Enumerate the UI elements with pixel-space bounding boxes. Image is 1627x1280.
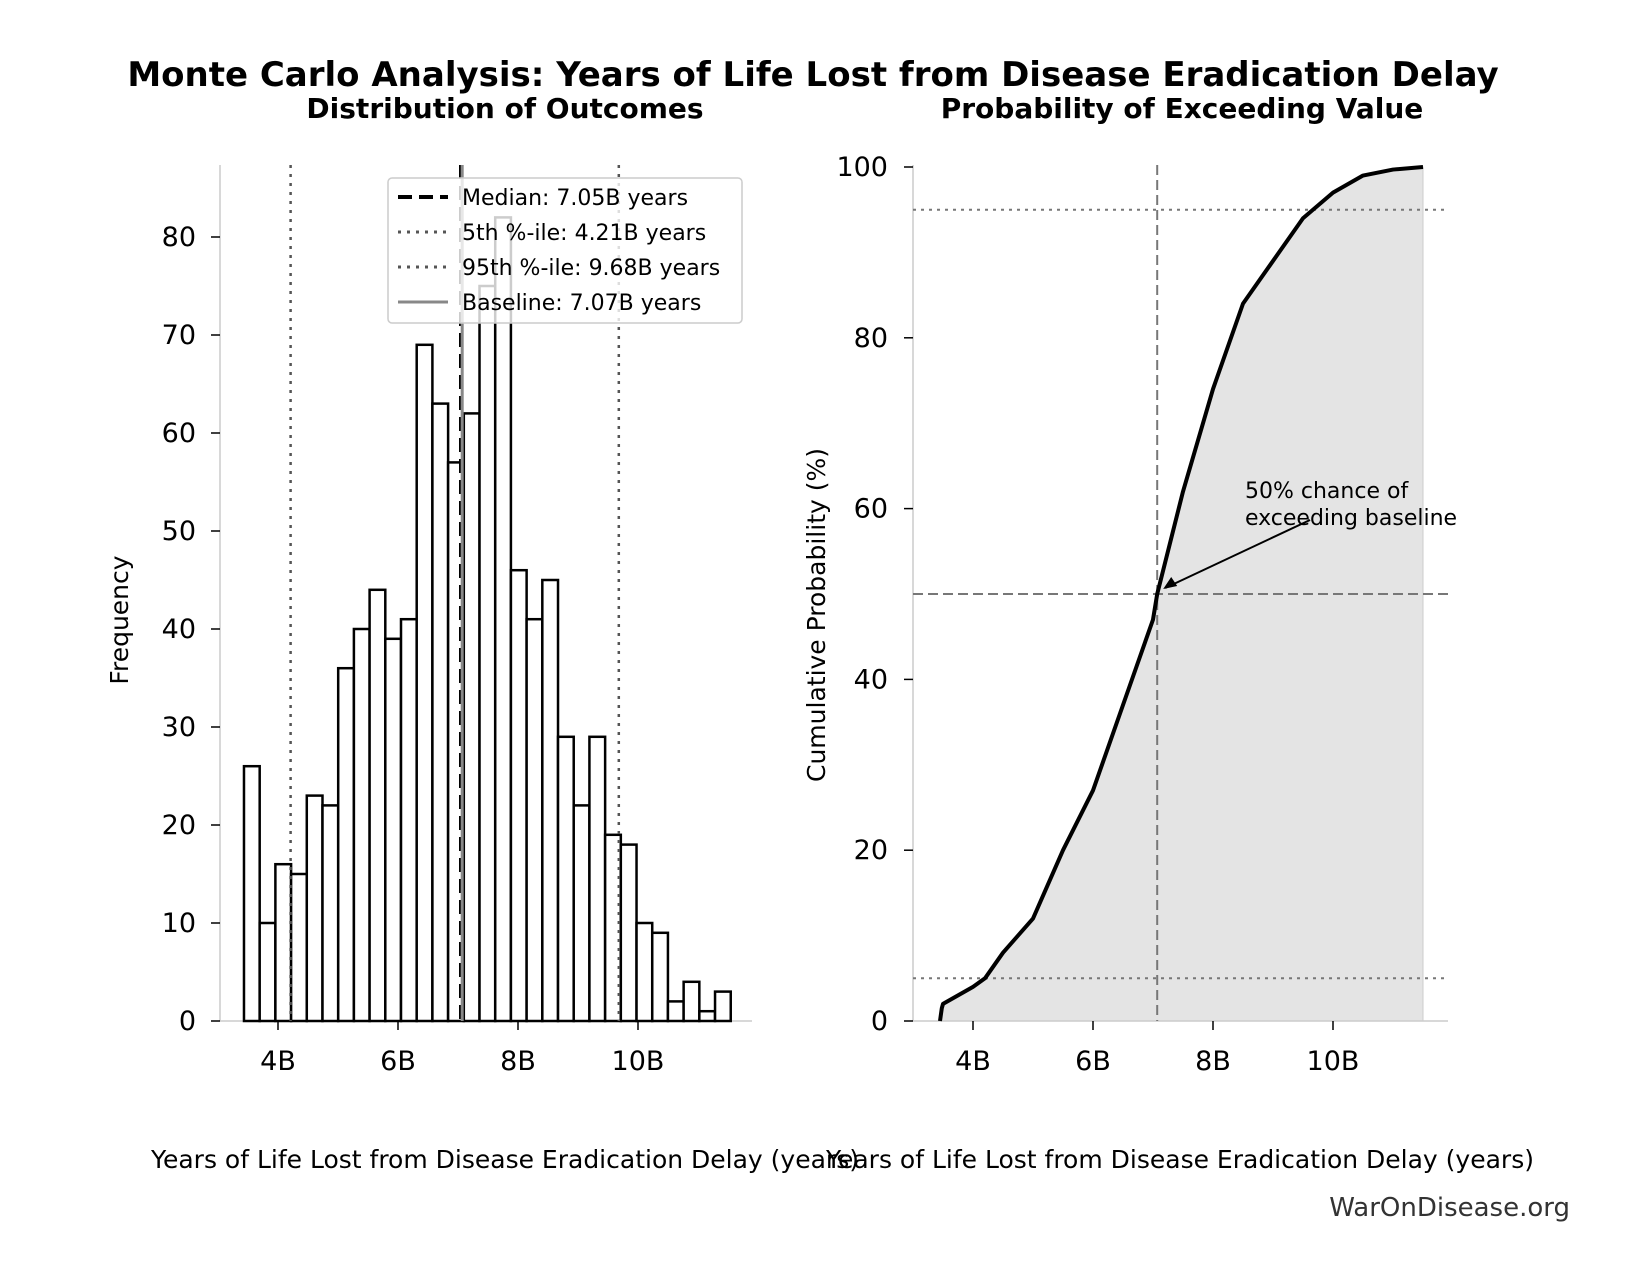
right-xlabel: Years of Life Lost from Disease Eradicat… <box>825 1145 1534 1174</box>
histogram-bar <box>305 794 324 1023</box>
histogram-bar <box>572 804 591 1023</box>
legend-box <box>387 177 743 324</box>
histogram-bar <box>588 735 607 1023</box>
histogram-bar <box>493 216 513 1023</box>
annotation-text: exceeding baseline <box>1245 506 1457 531</box>
histogram-bar <box>698 1009 717 1023</box>
histogram-bar <box>352 627 371 1023</box>
histogram-bar <box>242 764 261 1023</box>
histogram-bar <box>321 804 340 1023</box>
y-tick-label: 70 <box>162 320 196 351</box>
histogram-bar <box>541 578 560 1023</box>
y-tick-label: 50 <box>162 516 196 547</box>
legend-label: 95th %-ile: 9.68B years <box>462 256 720 281</box>
x-tick-label: 10B <box>1307 1046 1360 1077</box>
x-tick-label: 8B <box>1195 1046 1231 1077</box>
y-tick-label: 60 <box>854 494 888 525</box>
x-tick-label: 8B <box>500 1046 536 1077</box>
annotation-arrow <box>1164 519 1311 589</box>
y-tick-label: 40 <box>854 664 888 695</box>
left-title: Distribution of Outcomes <box>306 92 703 125</box>
right-ylabel: Cumulative Probability (%) <box>802 448 831 782</box>
right-title: Probability of Exceeding Value <box>941 92 1424 125</box>
histogram-bar <box>368 588 387 1023</box>
x-tick-label: 10B <box>612 1046 665 1077</box>
histogram-bar <box>635 921 654 1023</box>
x-tick-label: 4B <box>260 1046 296 1077</box>
histogram-bar <box>431 402 450 1023</box>
histogram-plot: 0 10 20 30 40 50 60 70 80 4B 6B 8B 10B Median: 7.05B … <box>162 165 752 1077</box>
x-tick-label: 6B <box>1075 1046 1111 1077</box>
histogram-bar <box>399 617 418 1023</box>
y-tick-label: 10 <box>162 908 196 939</box>
left-xlabel: Years of Life Lost from Disease Eradicat… <box>150 1145 859 1174</box>
histogram-bar <box>666 1000 685 1023</box>
annotation-arrowhead <box>1163 577 1178 589</box>
histogram-bar <box>258 921 277 1023</box>
y-tick-label: 0 <box>871 1006 888 1037</box>
cdf-line <box>938 165 1424 1022</box>
y-tick-label: 80 <box>162 222 196 253</box>
legend-label: 5th %-ile: 4.21B years <box>462 221 706 246</box>
left-ylabel: Frequency <box>105 555 134 684</box>
legend: Median: 7.05B years 5th %-ile: 4.21B year… <box>387 177 743 324</box>
y-tick-label: 40 <box>162 614 196 645</box>
y-tick-label: 20 <box>854 835 888 866</box>
annotation-text: 50% chance of <box>1245 479 1409 504</box>
histogram-bar <box>384 637 403 1023</box>
histogram-bar <box>525 617 544 1023</box>
y-tick-label: 30 <box>162 712 196 743</box>
legend-label: Baseline: 7.07B years <box>462 291 701 316</box>
y-tick-label: 80 <box>854 323 888 354</box>
y-tick-label: 20 <box>162 810 196 841</box>
histogram-bar <box>336 666 356 1023</box>
histogram-bar <box>415 343 434 1023</box>
legend-label: Median: 7.05B years <box>462 186 688 211</box>
histogram-bar <box>462 412 481 1023</box>
histogram-bar <box>478 284 497 1023</box>
figure-title: Monte Carlo Analysis: Years of Life Lost… <box>127 55 1498 95</box>
histogram-bar <box>509 568 528 1023</box>
histogram-bar <box>682 980 701 1023</box>
y-tick-label: 100 <box>836 152 888 183</box>
histogram-bar <box>713 990 732 1023</box>
histogram-bar <box>556 735 575 1023</box>
cdf-plot: 0 20 40 60 80 100 4B 6B 8B 10B 50% chance ofexceed… <box>836 152 1457 1077</box>
x-tick-label: 6B <box>380 1046 416 1077</box>
watermark: WarOnDisease.org <box>1329 1193 1570 1223</box>
x-tick-label: 4B <box>955 1046 991 1077</box>
histogram-bar <box>289 872 309 1023</box>
y-tick-label: 60 <box>162 418 196 449</box>
y-tick-label: 0 <box>179 1006 196 1037</box>
histogram-bar <box>650 931 670 1023</box>
histogram-bar <box>619 843 638 1023</box>
histogram-bar <box>274 862 293 1023</box>
